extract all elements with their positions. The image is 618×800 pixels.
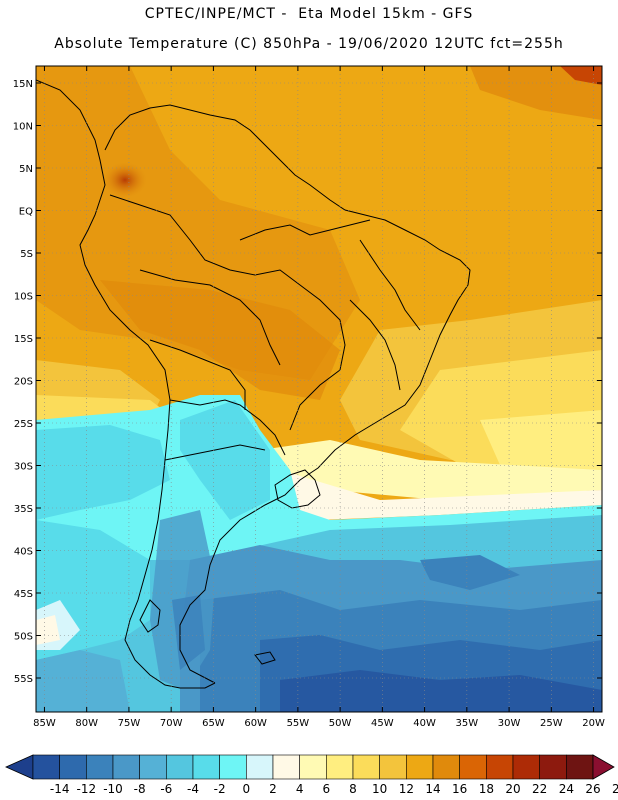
colorbar-swatch [406, 754, 434, 780]
colorbar-swatch [32, 754, 60, 780]
lat-tick-label: EQ [19, 207, 33, 218]
colorbar: -14 -12 -10 -8 -6 -4 -2 0 2 4 6 8 10 12 14 16 18 20 22 24 26… [5, 754, 618, 796]
colorbar-swatch [512, 754, 540, 780]
lon-tick-label: 80W [75, 718, 98, 729]
colorbar-label: 14 [425, 782, 440, 796]
colorbar-swatch [139, 754, 167, 780]
lon-tick-label: 65W [202, 718, 225, 729]
longitude-ticks: 85W 80W 75W 70W 65W 60W 55W 50W 45W 40W 35W 30W 25W 2… [33, 66, 605, 729]
colorbar-swatch [352, 754, 380, 780]
colorbar-swatch [432, 754, 460, 780]
colorbar-label: 24 [559, 782, 574, 796]
colorbar-label: -6 [160, 782, 172, 796]
colorbar-swatch [219, 754, 247, 780]
colorbar-label: 10 [372, 782, 387, 796]
temperature-field [36, 66, 602, 712]
lon-tick-label: 45W [371, 718, 394, 729]
colorbar-label: 12 [399, 782, 414, 796]
map-title: CPTEC/INPE/MCT - Eta Model 15km - GFS [144, 6, 474, 22]
colorbar-swatch [272, 754, 300, 780]
colorbar-label: 16 [452, 782, 467, 796]
lat-tick-label: 55S [14, 674, 33, 685]
colorbar-swatch [486, 754, 514, 780]
lat-tick-label: 45S [14, 589, 33, 600]
lon-tick-label: 70W [160, 718, 183, 729]
colorbar-label: -12 [77, 782, 97, 796]
lat-tick-label: 25S [14, 419, 33, 430]
colorbar-label: -14 [50, 782, 70, 796]
colorbar-swatch [379, 754, 407, 780]
colorbar-label: 6 [323, 782, 331, 796]
lon-tick-label: 75W [118, 718, 141, 729]
colorbar-swatch [192, 754, 220, 780]
colorbar-label: 26 [585, 782, 600, 796]
colorbar-label: 20 [505, 782, 520, 796]
lon-tick-label: 25W [540, 718, 563, 729]
lon-tick-label: 55W [287, 718, 310, 729]
colorbar-arrow-high [592, 754, 615, 780]
lat-tick-label: 30S [14, 462, 33, 473]
colorbar-swatch [326, 754, 354, 780]
colorbar-swatch [59, 754, 87, 780]
colorbar-label: -2 [214, 782, 226, 796]
colorbar-arrow-low [5, 754, 34, 780]
lat-tick-label: 20S [14, 377, 33, 388]
coastlines [36, 79, 471, 689]
lat-tick-label: 10S [14, 292, 33, 303]
colorbar-label: 4 [296, 782, 304, 796]
lat-tick-label: 10N [13, 122, 33, 133]
lon-tick-label: 20W [582, 718, 605, 729]
colorbar-label: -4 [187, 782, 199, 796]
colorbar-label: 2 [269, 782, 277, 796]
lon-tick-label: 85W [33, 718, 56, 729]
lat-tick-label: 35S [14, 504, 33, 515]
colorbar-swatch [539, 754, 567, 780]
lon-tick-label: 30W [498, 718, 521, 729]
colorbar-label: 18 [479, 782, 494, 796]
colorbar-label: 0 [243, 782, 251, 796]
lon-tick-label: 35W [456, 718, 479, 729]
colorbar-label: -10 [103, 782, 123, 796]
colorbar-swatch [112, 754, 140, 780]
colorbar-label: 22 [532, 782, 547, 796]
map-frame [35, 65, 603, 713]
lat-tick-label: 5N [19, 164, 33, 175]
lat-tick-label: 15S [14, 334, 33, 345]
lat-tick-label: 40S [14, 547, 33, 558]
colorbar-label: 8 [349, 782, 357, 796]
lon-tick-label: 60W [244, 718, 267, 729]
latitude-ticks: 15N 10N 5N EQ 5S 10S 15S 20S 25S 30S 35S 40S 45S 50S 5… [13, 79, 602, 685]
lon-tick-label: 40W [413, 718, 436, 729]
lat-tick-label: 15N [13, 79, 33, 90]
colorbar-swatch [459, 754, 487, 780]
lon-tick-label: 50W [329, 718, 352, 729]
colorbar-label: 28 [612, 782, 618, 796]
colorbar-swatch [246, 754, 274, 780]
lat-tick-label: 50S [14, 632, 33, 643]
colorbar-label: -8 [134, 782, 146, 796]
map-subtitle: Absolute Temperature (C) 850hPa - 19/06/… [54, 36, 564, 52]
lat-tick-label: 5S [20, 249, 33, 260]
colorbar-swatch [86, 754, 114, 780]
colorbar-swatch [166, 754, 194, 780]
colorbar-swatch [299, 754, 327, 780]
colorbar-swatch [566, 754, 594, 780]
